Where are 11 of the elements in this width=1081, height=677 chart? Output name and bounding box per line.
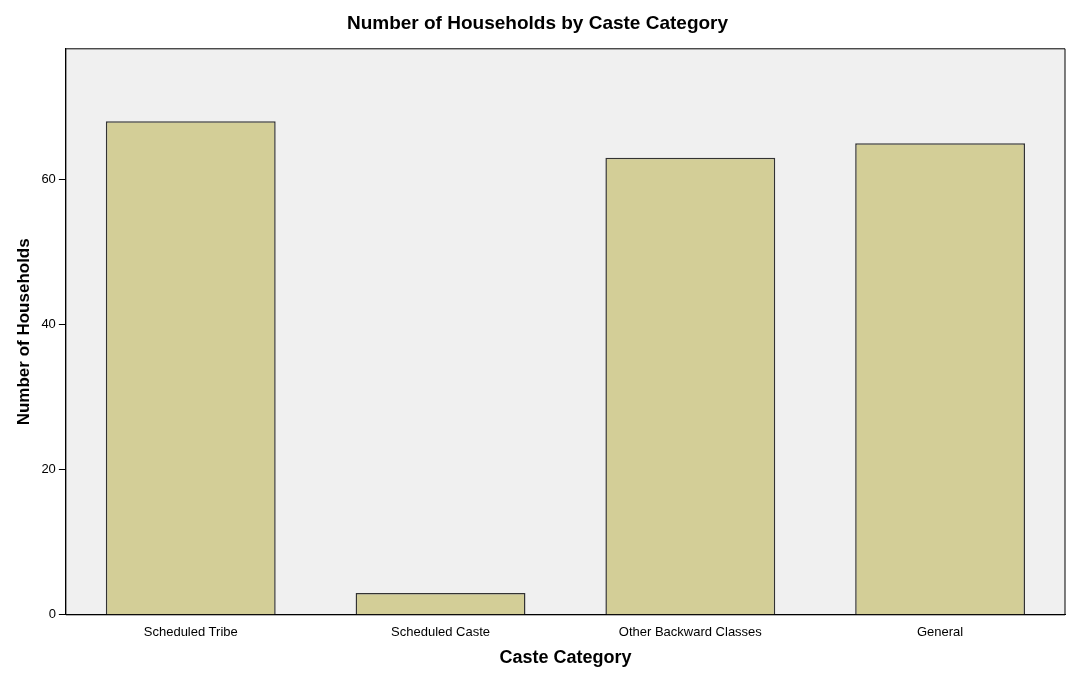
x-tick-label: Scheduled Tribe: [143, 624, 238, 640]
x-axis-title: Caste Category: [499, 647, 632, 668]
y-tick-label: 40: [41, 316, 56, 332]
y-tick-label: 20: [41, 461, 56, 477]
x-tick-label: Other Backward Classes: [618, 624, 763, 640]
y-axis-title: Number of Households: [13, 238, 33, 426]
chart-title: Number of Households by Caste Category: [346, 11, 729, 33]
y-tick-label: 0: [48, 606, 56, 622]
x-tick-label: General: [916, 624, 964, 640]
x-tick-label: Scheduled Caste: [391, 624, 491, 640]
y-tick-label: 60: [41, 170, 56, 186]
